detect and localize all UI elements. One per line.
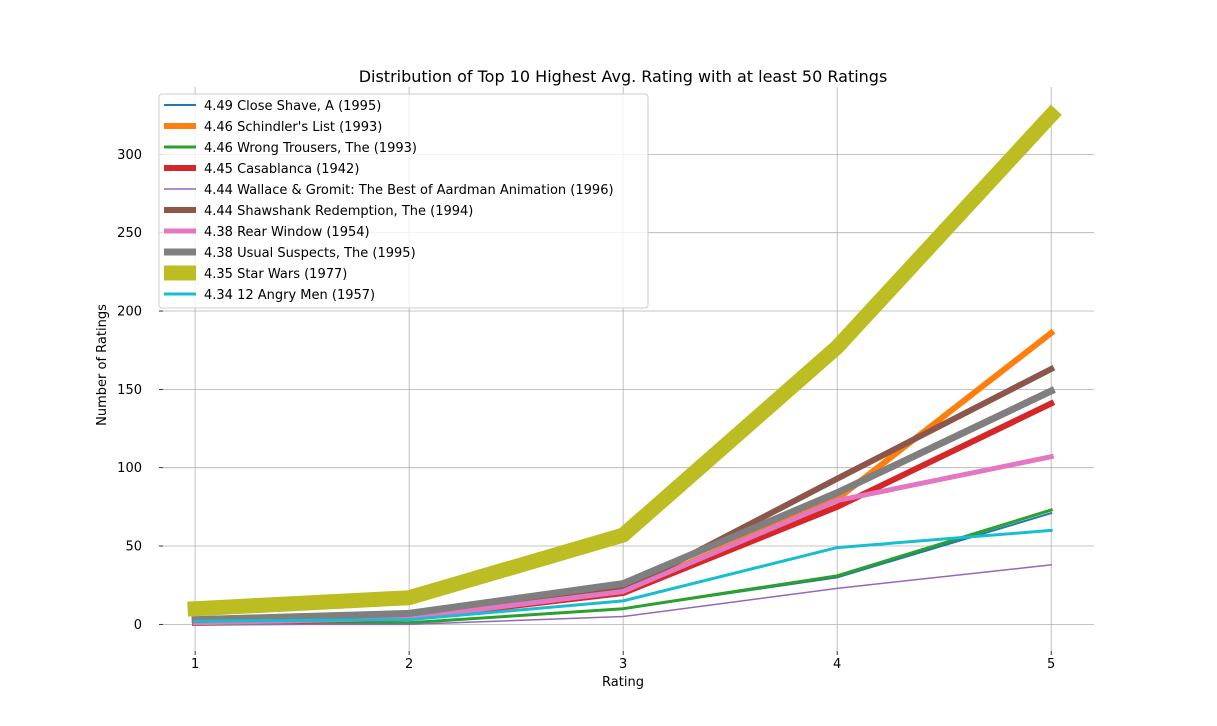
y-tick-label: 0 [134,618,142,633]
series-line [193,528,1053,623]
y-tick-label: 250 [117,226,142,241]
legend-label: 4.46 Schindler's List (1993) [204,120,382,135]
legend-label: 4.35 Star Wars (1977) [204,267,347,282]
legend-entry: 4.35 Star Wars (1977) [164,265,347,282]
x-tick-label: 5 [1047,657,1055,672]
legend-entry: 4.38 Usual Suspects, The (1995) [164,246,416,261]
series-line [187,104,1062,617]
y-tick-label: 50 [125,540,142,555]
x-tick-label: 2 [405,657,413,672]
series-line [191,386,1056,624]
y-tick-label: 300 [117,148,142,163]
legend-entry: 4.46 Wrong Trousers, The (1993) [164,141,417,156]
legend-box [158,93,649,309]
y-axis-ticks: 0 50 100 150 200 250 300 [117,148,163,633]
legend-label: 4.46 Wrong Trousers, The (1993) [204,141,417,156]
series-line [194,564,1053,626]
x-tick-label: 3 [619,657,627,672]
series-line [193,508,1054,626]
y-axis-label: Number of Ratings [95,304,110,426]
legend-entry: 4.38 Rear Window (1954) [164,225,370,240]
legend-label: 4.44 Wallace & Gromit: The Best of Aardm… [204,183,614,198]
legend-entry: 4.34 12 Angry Men (1957) [164,288,375,303]
x-tick-label: 1 [191,657,199,672]
legend-label: 4.49 Close Shave, A (1995) [204,99,381,114]
x-tick-label: 4 [833,657,841,672]
series-lines [187,104,1062,626]
x-axis-ticks: 1 2 3 4 5 [191,651,1055,672]
legend: 4.49 Close Shave, A (1995) 4.46 Schindler… [158,93,649,309]
legend-entries: 4.49 Close Shave, A (1995) 4.46 Schindler… [164,99,614,303]
chart-title: Distribution of Top 10 Highest Avg. Rati… [359,67,888,86]
y-tick-label: 100 [117,461,142,476]
legend-entry: 4.44 Wallace & Gromit: The Best of Aardm… [164,183,614,198]
legend-label: 4.34 12 Angry Men (1957) [204,288,375,303]
y-tick-label: 150 [117,383,142,398]
y-tick-label: 200 [117,305,142,320]
legend-label: 4.45 Casablanca (1942) [204,162,359,177]
legend-entry: 4.46 Schindler's List (1993) [164,120,382,135]
legend-entry: 4.44 Shawshank Redemption, The (1994) [164,204,473,219]
legend-label: 4.44 Shawshank Redemption, The (1994) [204,204,473,219]
legend-entry: 4.49 Close Shave, A (1995) [164,99,381,114]
x-axis-label: Rating [602,675,644,690]
legend-entry: 4.45 Casablanca (1942) [164,162,359,177]
legend-label: 4.38 Rear Window (1954) [204,225,370,240]
legend-label: 4.38 Usual Suspects, The (1995) [204,246,416,261]
